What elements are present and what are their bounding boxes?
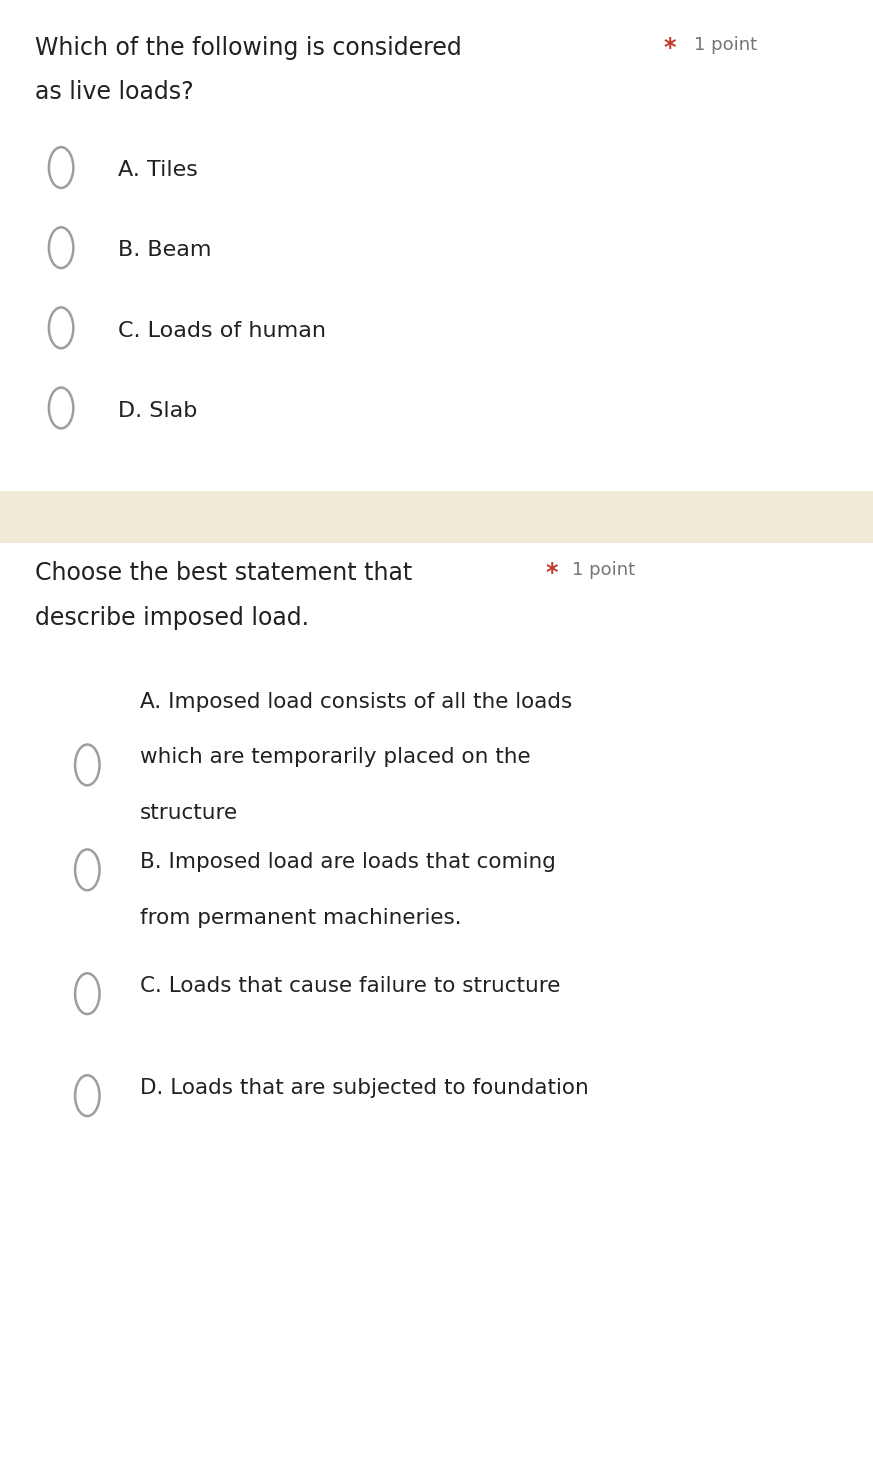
Text: B. Imposed load are loads that coming: B. Imposed load are loads that coming: [140, 852, 555, 873]
Text: A. Tiles: A. Tiles: [118, 160, 197, 181]
Text: D. Loads that are subjected to foundation: D. Loads that are subjected to foundatio…: [140, 1078, 588, 1099]
Text: from permanent machineries.: from permanent machineries.: [140, 908, 461, 928]
FancyBboxPatch shape: [0, 491, 873, 543]
Text: as live loads?: as live loads?: [35, 80, 194, 103]
Text: C. Loads of human: C. Loads of human: [118, 321, 326, 341]
Text: Which of the following is considered: Which of the following is considered: [35, 36, 462, 60]
Text: B. Beam: B. Beam: [118, 240, 211, 261]
Text: *: *: [663, 36, 676, 60]
Text: describe imposed load.: describe imposed load.: [35, 606, 309, 629]
Text: structure: structure: [140, 803, 237, 823]
Text: A. Imposed load consists of all the loads: A. Imposed load consists of all the load…: [140, 692, 572, 712]
Text: Choose the best statement that: Choose the best statement that: [35, 561, 412, 584]
Text: D. Slab: D. Slab: [118, 401, 197, 421]
Text: 1 point: 1 point: [694, 36, 757, 54]
Text: which are temporarily placed on the: which are temporarily placed on the: [140, 747, 530, 768]
Text: C. Loads that cause failure to structure: C. Loads that cause failure to structure: [140, 976, 560, 997]
Text: 1 point: 1 point: [572, 561, 635, 578]
Text: *: *: [546, 561, 558, 584]
